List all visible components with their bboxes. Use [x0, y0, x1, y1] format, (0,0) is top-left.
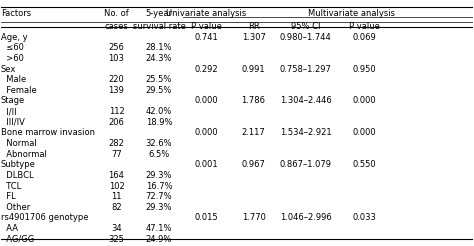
Text: 1.304–2.446: 1.304–2.446 [280, 96, 331, 106]
Text: Stage: Stage [0, 96, 25, 106]
Text: 0.001: 0.001 [194, 160, 218, 169]
Text: 139: 139 [109, 86, 124, 95]
Text: 0.069: 0.069 [353, 33, 376, 42]
Text: 0.991: 0.991 [242, 64, 265, 74]
Text: Female: Female [0, 86, 36, 95]
Text: DLBCL: DLBCL [0, 171, 33, 180]
Text: 11: 11 [111, 192, 122, 201]
Text: P value: P value [191, 21, 222, 31]
Text: 0.867–1.079: 0.867–1.079 [280, 160, 331, 169]
Text: III/IV: III/IV [0, 118, 25, 127]
Text: 0.758–1.297: 0.758–1.297 [280, 64, 331, 74]
Text: 24.3%: 24.3% [146, 54, 172, 63]
Text: Male: Male [0, 75, 26, 84]
Text: 112: 112 [109, 107, 124, 116]
Text: 72.7%: 72.7% [146, 192, 173, 201]
Text: 164: 164 [109, 171, 124, 180]
Text: 5-year: 5-year [146, 9, 173, 18]
Text: rs4901706 genotype: rs4901706 genotype [0, 213, 88, 222]
Text: Multivariate analysis: Multivariate analysis [308, 9, 395, 18]
Text: Normal: Normal [0, 139, 36, 148]
Text: 28.1%: 28.1% [146, 43, 172, 52]
Text: 1.534–2.921: 1.534–2.921 [280, 128, 331, 137]
Text: 0.000: 0.000 [353, 96, 376, 106]
Text: 32.6%: 32.6% [146, 139, 173, 148]
Text: 325: 325 [109, 235, 124, 244]
Text: ≤60: ≤60 [0, 43, 24, 52]
Text: 25.5%: 25.5% [146, 75, 172, 84]
Text: No. of: No. of [104, 9, 129, 18]
Text: 95% CI: 95% CI [291, 21, 320, 31]
Text: 0.741: 0.741 [194, 33, 218, 42]
Text: 0.033: 0.033 [353, 213, 376, 222]
Text: 0.000: 0.000 [353, 128, 376, 137]
Text: 16.7%: 16.7% [146, 182, 173, 190]
Text: 1.046–2.996: 1.046–2.996 [280, 213, 331, 222]
Text: 29.5%: 29.5% [146, 86, 172, 95]
Text: >60: >60 [0, 54, 24, 63]
Text: 6.5%: 6.5% [148, 150, 170, 159]
Text: 42.0%: 42.0% [146, 107, 172, 116]
Text: I/II: I/II [0, 107, 16, 116]
Text: 0.950: 0.950 [353, 64, 376, 74]
Text: TCL: TCL [0, 182, 21, 190]
Text: Sex: Sex [0, 64, 16, 74]
Text: FL: FL [0, 192, 16, 201]
Text: 103: 103 [109, 54, 124, 63]
Text: Bone marrow invasion: Bone marrow invasion [0, 128, 95, 137]
Text: 256: 256 [109, 43, 124, 52]
Text: 206: 206 [109, 118, 124, 127]
Text: AG/GG: AG/GG [0, 235, 34, 244]
Text: 1.786: 1.786 [242, 96, 265, 106]
Text: 2.117: 2.117 [242, 128, 265, 137]
Text: Age, y: Age, y [0, 33, 27, 42]
Text: Subtype: Subtype [0, 160, 36, 169]
Text: 1.307: 1.307 [242, 33, 265, 42]
Text: survival rate: survival rate [133, 21, 185, 31]
Text: 82: 82 [111, 203, 122, 212]
Text: 220: 220 [109, 75, 124, 84]
Text: P value: P value [349, 21, 380, 31]
Text: AA: AA [0, 224, 18, 233]
Text: 0.967: 0.967 [242, 160, 265, 169]
Text: 0.015: 0.015 [194, 213, 218, 222]
Text: 29.3%: 29.3% [146, 171, 172, 180]
Text: 1.770: 1.770 [242, 213, 265, 222]
Text: 102: 102 [109, 182, 124, 190]
Text: 0.000: 0.000 [194, 128, 218, 137]
Text: Univariate analysis: Univariate analysis [166, 9, 246, 18]
Text: Abnormal: Abnormal [0, 150, 46, 159]
Text: cases: cases [105, 21, 128, 31]
Text: Other: Other [0, 203, 30, 212]
Text: 0.980–1.744: 0.980–1.744 [280, 33, 331, 42]
Text: 282: 282 [109, 139, 124, 148]
Text: 0.000: 0.000 [194, 96, 218, 106]
Text: Factors: Factors [0, 9, 31, 18]
Text: 0.292: 0.292 [194, 64, 218, 74]
Text: 47.1%: 47.1% [146, 224, 172, 233]
Text: RR: RR [248, 21, 259, 31]
Text: 29.3%: 29.3% [146, 203, 172, 212]
Text: 24.9%: 24.9% [146, 235, 172, 244]
Text: 0.550: 0.550 [353, 160, 376, 169]
Text: 18.9%: 18.9% [146, 118, 172, 127]
Text: 77: 77 [111, 150, 122, 159]
Text: 34: 34 [111, 224, 122, 233]
